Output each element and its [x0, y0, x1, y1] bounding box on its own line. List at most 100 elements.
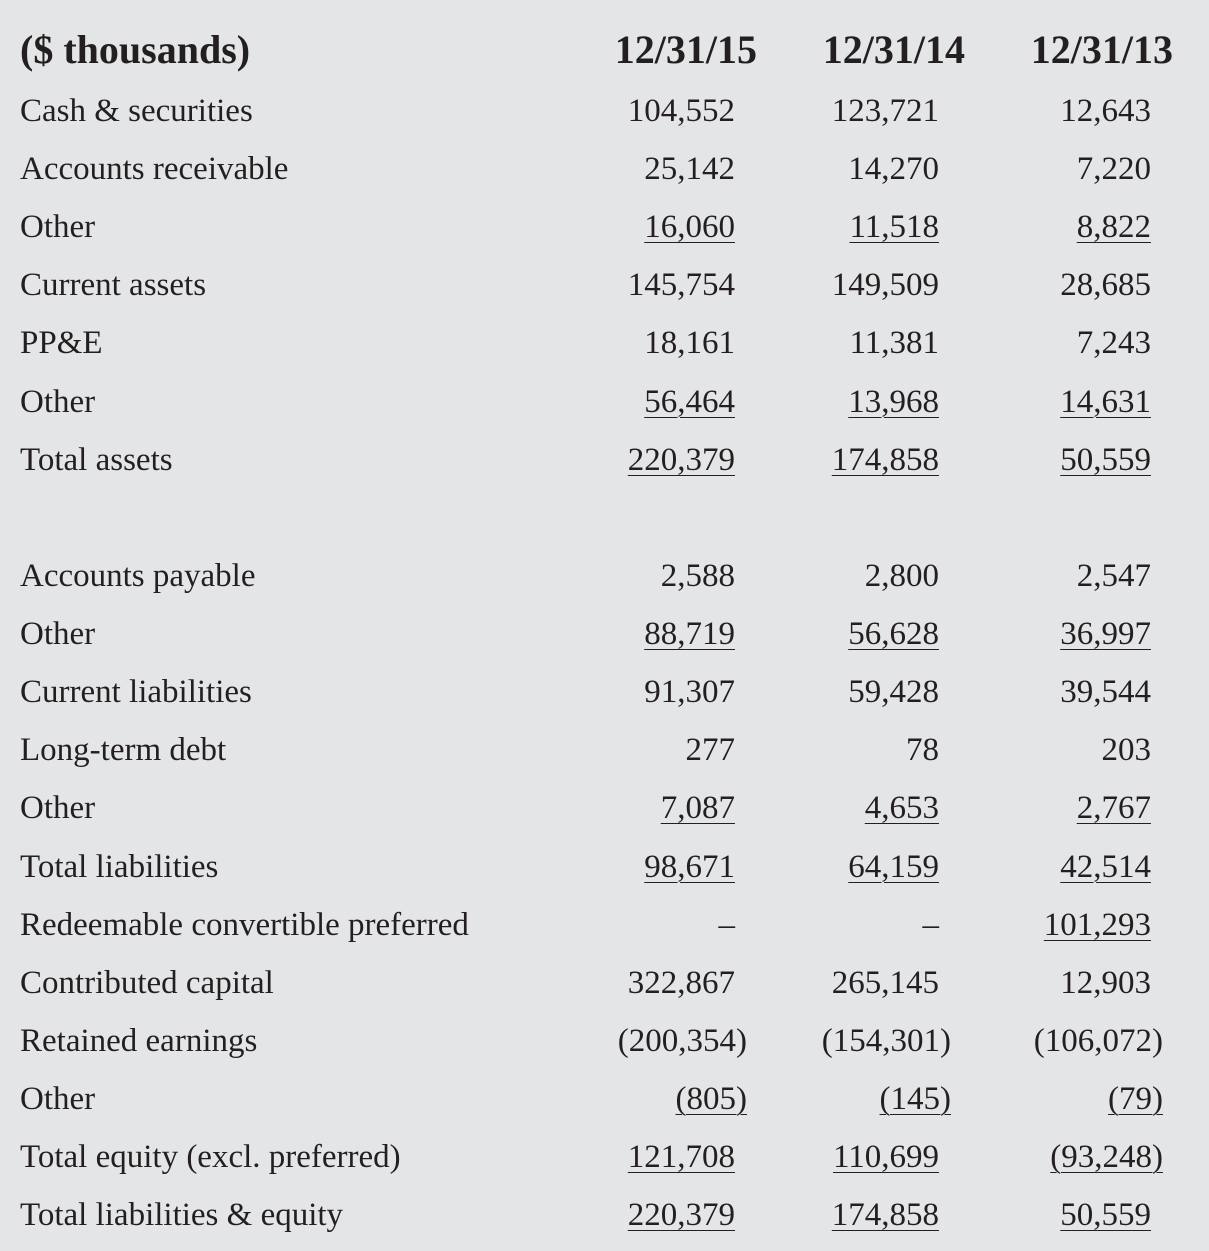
cell-2014: 56,628: [848, 616, 939, 653]
row-label: Total liabilities: [20, 848, 219, 885]
cell-2015: 277: [685, 732, 736, 769]
cell-2013: 28,685: [1060, 267, 1151, 304]
table-row: Retained earnings (200,354) (154,301) (106,…: [0, 1012, 1209, 1070]
cell-2015: 220,379: [627, 441, 735, 478]
cell-2014: 174,858: [831, 1197, 939, 1234]
cell-2015: 145,754: [627, 267, 735, 304]
cell-2013: 12,643: [1060, 93, 1151, 129]
table-row: Accounts receivable 25,142 14,270 7,220: [0, 140, 1209, 198]
cell-2015: 2,588: [660, 558, 735, 594]
table-row: Total equity (excl. preferred) 121,708 110…: [0, 1128, 1209, 1186]
row-label: Long-term debt: [20, 732, 227, 769]
cell-2013: 12,903: [1060, 964, 1151, 1001]
row-label: PP&E: [20, 325, 103, 362]
table-row: Total liabilities 98,671 64,159 42,514: [0, 838, 1209, 896]
table-row: Other (805) (145) (79): [0, 1070, 1209, 1128]
cell-2013: 7,220: [1076, 151, 1151, 188]
table-row: Redeemable convertible preferred – – 101,29…: [0, 896, 1209, 954]
cell-2013: (106,072): [1033, 1022, 1163, 1059]
cell-2014: (145): [879, 1080, 951, 1117]
table-row: Long-term debt 277 78 203: [0, 721, 1209, 779]
cell-2015: 220,379: [627, 1197, 735, 1234]
column-header-2013: 12/31/13: [1030, 27, 1173, 72]
cell-2014: 59,428: [848, 674, 939, 711]
cell-2014: 123,721: [831, 93, 939, 129]
row-label: Other: [20, 790, 96, 827]
cell-2013: 2,767: [1076, 790, 1151, 827]
header-row: ($ thousands) 12/31/15 12/31/14 12/31/13: [0, 21, 1209, 79]
table-row: Other 16,060 11,518 8,822: [0, 198, 1209, 256]
row-label: Other: [20, 383, 96, 420]
cell-2015: 322,867: [627, 964, 735, 1001]
cell-2015: (805): [675, 1080, 747, 1117]
cell-2015: 25,142: [644, 151, 735, 188]
table-row: PP&E 18,161 11,381 7,243: [0, 314, 1209, 372]
cell-2014: 11,518: [849, 209, 939, 246]
cell-2015: 91,307: [644, 674, 735, 711]
cell-2015: 7,087: [660, 790, 735, 827]
row-label: Current assets: [20, 267, 207, 304]
cell-2013: (79): [1108, 1080, 1163, 1117]
cell-2014: 11,381: [849, 325, 939, 362]
cell-2013: 101,293: [1043, 906, 1151, 943]
row-label: Contributed capital: [20, 964, 274, 1001]
table-row: Current assets 145,754 149,509 28,685: [0, 256, 1209, 314]
cell-2015: 88,719: [644, 616, 735, 653]
cell-2013: 7,243: [1076, 325, 1151, 362]
cell-2015: 56,464: [644, 383, 735, 420]
cell-2015: 98,671: [644, 848, 735, 885]
cell-2014: 110,699: [832, 1139, 939, 1175]
cell-2014: 2,800: [864, 558, 939, 594]
table-row: Other 56,464 13,968 14,631: [0, 373, 1209, 431]
row-label: Accounts payable: [20, 558, 256, 594]
row-label: Other: [20, 209, 96, 246]
cell-2014: –: [922, 906, 940, 943]
row-label: Other: [20, 1080, 96, 1117]
cell-2013: 39,544: [1060, 674, 1151, 711]
table-row: Other 7,087 4,653 2,767: [0, 779, 1209, 837]
row-label: Accounts receivable: [20, 151, 289, 188]
cell-2013: (93,248): [1050, 1139, 1163, 1175]
unit-label: ($ thousands): [20, 27, 251, 72]
column-header-2015: 12/31/15: [614, 27, 757, 72]
row-label: Total equity (excl. preferred): [20, 1139, 401, 1175]
cell-2013: 42,514: [1060, 848, 1151, 885]
cell-2013: 36,997: [1060, 616, 1151, 653]
cell-2015: (200,354): [617, 1022, 747, 1059]
cell-2013: 203: [1101, 732, 1152, 769]
row-label: Total assets: [20, 441, 173, 478]
cell-2013: 50,559: [1060, 1197, 1151, 1234]
row-label: Other: [20, 616, 96, 653]
table-row: Total liabilities & equity 220,379 174,858…: [0, 1186, 1209, 1244]
cell-2014: 174,858: [831, 441, 939, 478]
row-label: Cash & securities: [20, 93, 253, 129]
row-label: Redeemable convertible preferred: [20, 906, 469, 943]
cell-2014: 4,653: [864, 790, 939, 827]
cell-2013: 2,547: [1076, 558, 1151, 594]
cell-2015: 104,552: [627, 93, 735, 129]
cell-2014: 13,968: [848, 383, 939, 420]
cell-2014: (154,301): [821, 1022, 951, 1059]
cell-2014: 14,270: [848, 151, 939, 188]
cell-2015: –: [718, 906, 736, 943]
cell-2014: 149,509: [831, 267, 939, 304]
row-label: Retained earnings: [20, 1022, 258, 1059]
cell-2015: 16,060: [644, 209, 735, 246]
cell-2015: 18,161: [644, 325, 735, 362]
cell-2015: 121,708: [627, 1139, 735, 1175]
row-label: Total liabilities & equity: [20, 1197, 344, 1234]
table-row: Cash & securities 104,552 123,721 12,643: [0, 82, 1209, 140]
table-row: Contributed capital 322,867 265,145 12,903: [0, 954, 1209, 1012]
cell-2013: 8,822: [1076, 209, 1151, 246]
row-label: Current liabilities: [20, 674, 252, 711]
table-row: Total assets 220,379 174,858 50,559: [0, 431, 1209, 489]
cell-2014: 78: [906, 732, 939, 769]
table-row: Accounts payable 2,588 2,800 2,547: [0, 547, 1209, 605]
cell-2013: 50,559: [1060, 441, 1151, 478]
cell-2014: 265,145: [831, 964, 939, 1001]
table-row: Current liabilities 91,307 59,428 39,544: [0, 663, 1209, 721]
column-header-2014: 12/31/14: [822, 27, 965, 72]
table-row: Other 88,719 56,628 36,997: [0, 605, 1209, 663]
cell-2014: 64,159: [848, 848, 939, 885]
